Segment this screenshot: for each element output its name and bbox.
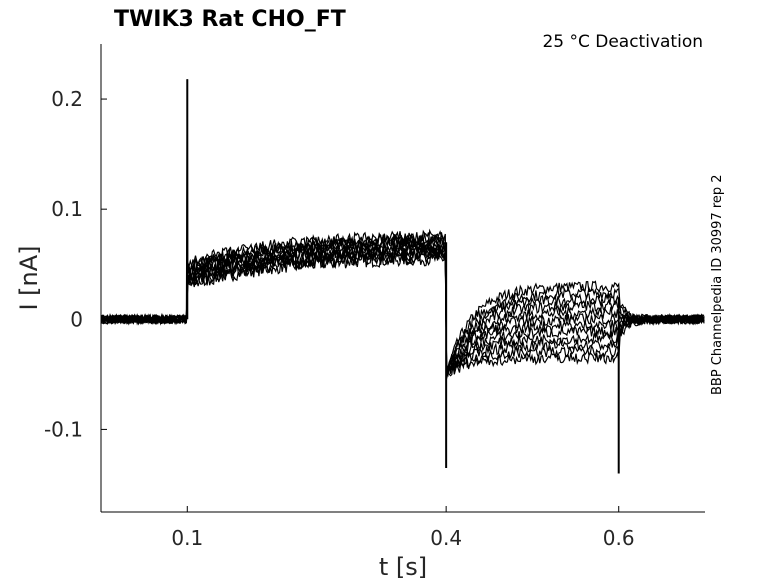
y-tick-label: 0.2 <box>51 87 83 111</box>
y-ticks: -0.1 0 0.1 0.2 <box>44 87 107 441</box>
condition-label: 25 °C Deactivation <box>542 32 703 52</box>
trace-group <box>100 79 705 474</box>
y-tick-label: 0 <box>70 307 83 331</box>
sweep-trace <box>100 238 705 379</box>
x-tick-label: 0.4 <box>430 526 462 550</box>
sweep-trace <box>100 248 705 370</box>
y-tick-label: 0.1 <box>51 197 83 221</box>
chart-title: TWIK3 Rat CHO_FT <box>114 7 346 32</box>
x-ticks: 0.1 0.4 0.6 <box>171 506 635 550</box>
sweep-trace <box>100 79 705 377</box>
y-axis-label: I [nA] <box>15 245 43 310</box>
y-tick-label: -0.1 <box>44 417 83 441</box>
side-label: BBP Channelpedia ID 30997 rep 2 <box>710 174 725 395</box>
x-axis-label: t [s] <box>379 553 427 581</box>
sweep-trace <box>100 241 705 379</box>
x-tick-label: 0.1 <box>171 526 203 550</box>
x-tick-label: 0.6 <box>603 526 635 550</box>
